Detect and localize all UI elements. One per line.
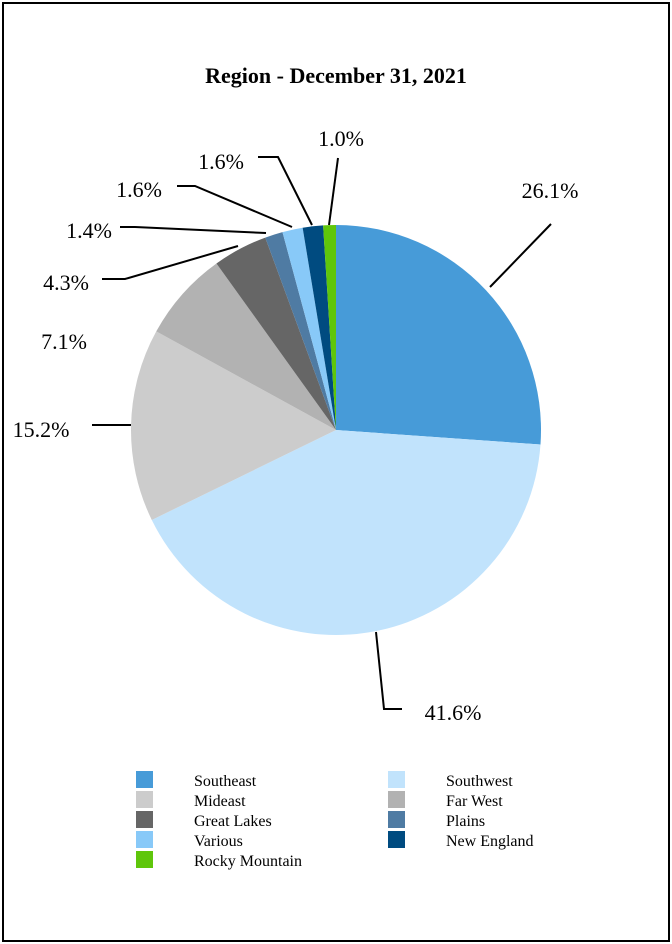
pie-slice-plains xyxy=(265,232,336,430)
legend-swatch-southwest xyxy=(388,771,405,788)
data-label-southwest: 41.6% xyxy=(425,700,482,725)
pie-slice-southeast xyxy=(336,225,542,445)
pie-slice-mideast xyxy=(130,331,336,520)
pie-slice-southwest xyxy=(151,430,541,636)
legend-label-great-lakes: Great Lakes xyxy=(194,813,272,830)
data-label-rocky-mountain: 1.0% xyxy=(318,126,364,151)
data-label-far-west: 7.1% xyxy=(41,329,87,354)
leader-line-great-lakes xyxy=(102,245,239,280)
data-label-great-lakes: 4.3% xyxy=(43,270,89,295)
leader-line-southwest xyxy=(375,631,402,710)
leader-line-new-england xyxy=(258,156,313,226)
legend-label-various: Various xyxy=(194,833,243,850)
leader-line-rocky-mountain xyxy=(328,157,339,226)
legend-label-mideast: Mideast xyxy=(194,793,246,810)
chart-title: Region - December 31, 2021 xyxy=(205,63,467,88)
data-label-southeast: 26.1% xyxy=(522,178,579,203)
legend-swatch-southeast xyxy=(136,771,153,788)
pie-slice-far-west xyxy=(156,263,336,430)
data-label-various: 1.6% xyxy=(116,177,162,202)
pie-slice-rocky-mountain xyxy=(323,225,336,430)
data-label-new-england: 1.6% xyxy=(198,149,244,174)
data-labels: 26.1%41.6%15.2%7.1%4.3%1.4%1.6%1.6%1.0% xyxy=(13,126,579,725)
leader-line-southeast xyxy=(489,223,552,288)
leader-line-plains xyxy=(120,226,267,234)
legend-swatch-plains xyxy=(388,811,405,828)
legend-swatch-various xyxy=(136,831,153,848)
data-label-plains: 1.4% xyxy=(66,218,112,243)
pie-slice-great-lakes xyxy=(216,237,336,430)
leader-lines xyxy=(92,156,552,710)
legend-label-rocky-mountain: Rocky Mountain xyxy=(194,853,302,870)
legend-swatch-great-lakes xyxy=(136,811,153,828)
legend-label-new-england: New England xyxy=(446,833,534,850)
pie-slice-various xyxy=(282,227,336,430)
pie-slices xyxy=(130,225,542,636)
legend-label-southwest: Southwest xyxy=(446,773,513,790)
legend-swatch-mideast xyxy=(136,791,153,808)
legend-label-plains: Plains xyxy=(446,813,485,830)
legend-label-southeast: Southeast xyxy=(194,773,257,790)
pie-slice-new-england xyxy=(302,225,336,430)
legend-swatch-far-west xyxy=(388,791,405,808)
legend-swatch-rocky-mountain xyxy=(136,851,153,868)
legend: Southeast Southwest Mideast Far West Great L… xyxy=(136,771,534,870)
legend-swatch-new-england xyxy=(388,831,405,848)
legend-label-far-west: Far West xyxy=(446,793,503,810)
leader-line-various xyxy=(177,185,293,228)
data-label-mideast: 15.2% xyxy=(13,417,70,442)
